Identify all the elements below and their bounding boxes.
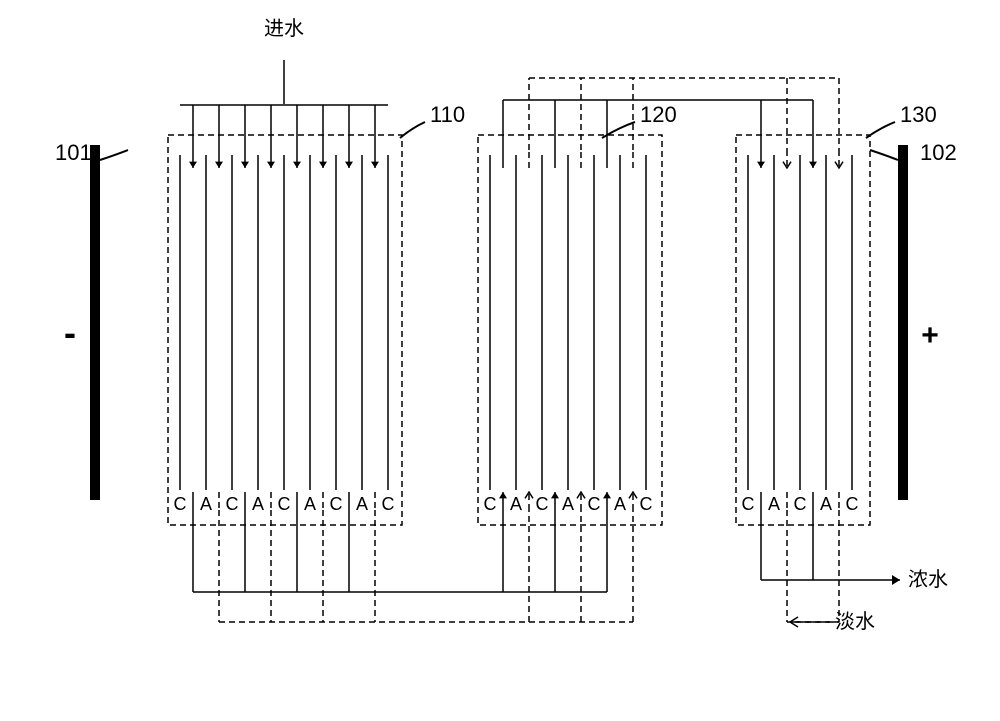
membrane-label: A: [304, 494, 316, 514]
leader-ref_102: [870, 150, 898, 160]
label-ref_102: 102: [920, 140, 957, 165]
membrane-label: C: [330, 494, 343, 514]
leader-ref_110: [400, 122, 425, 138]
membrane-label: A: [614, 494, 626, 514]
label-ref_110: 110: [430, 102, 465, 127]
electrode-pos-symbol: +: [921, 319, 939, 352]
stack-2: [478, 135, 662, 525]
label-ref_101: 101: [55, 140, 92, 165]
leader-ref_101: [100, 150, 128, 160]
membrane-label: C: [174, 494, 187, 514]
electrode-neg-symbol: -: [64, 312, 76, 353]
membrane-label: C: [382, 494, 395, 514]
membrane-label: A: [252, 494, 264, 514]
membrane-label: C: [536, 494, 549, 514]
membrane-label: C: [484, 494, 497, 514]
membrane-label: A: [562, 494, 574, 514]
stack-1: [168, 135, 402, 525]
membrane-label: A: [510, 494, 522, 514]
membrane-label: C: [278, 494, 291, 514]
stack-3: [736, 135, 870, 525]
membrane-label: C: [588, 494, 601, 514]
label-fresh: 淡水: [835, 610, 875, 633]
leader-ref_130: [866, 122, 895, 138]
membrane-label: C: [846, 494, 859, 514]
membrane-label: A: [768, 494, 780, 514]
membrane-label: A: [356, 494, 368, 514]
label-concentrate: 浓水: [908, 568, 948, 591]
label-ref_120: 120: [640, 102, 677, 127]
label-ref_130: 130: [900, 102, 937, 127]
membrane-label: C: [742, 494, 755, 514]
membrane-label: A: [820, 494, 832, 514]
membrane-label: C: [226, 494, 239, 514]
label-inlet: 进水: [264, 17, 304, 40]
membrane-label: A: [200, 494, 212, 514]
membrane-label: C: [794, 494, 807, 514]
membrane-label: C: [640, 494, 653, 514]
